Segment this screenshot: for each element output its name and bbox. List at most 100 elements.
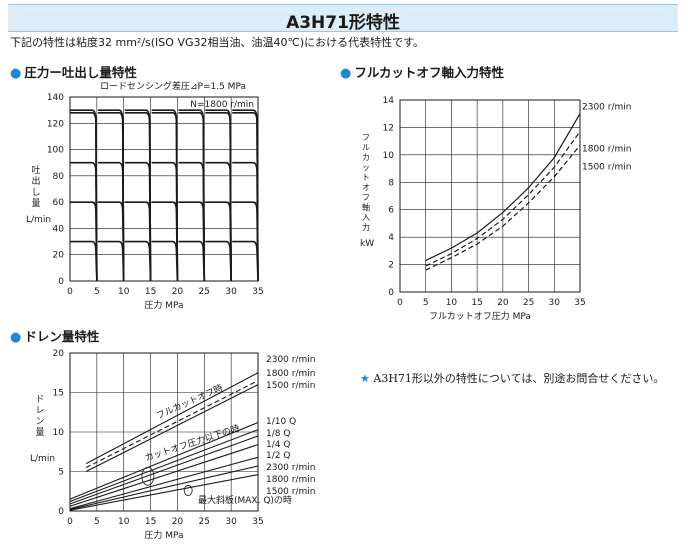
drain-series-line (85, 380, 259, 469)
drain-y-tick-label: 15 (53, 389, 64, 399)
power-y-tick-label: 8 (388, 178, 394, 188)
drain-series-line (69, 456, 259, 510)
drain-legend-label: 1500 r/min (266, 381, 315, 391)
flow-curve (232, 240, 259, 282)
power-y-label: ト (362, 173, 370, 182)
drain-x-tick-label: 20 (172, 517, 184, 527)
drain-x-tick-label: 35 (252, 517, 263, 527)
flow-x-tick-label: 20 (172, 287, 184, 297)
flow-section-title: ● 圧力ー吐出し量特性 (10, 62, 137, 81)
drain-legend-label: 1/10 Q (266, 417, 296, 427)
drain-series-line (69, 474, 259, 511)
drain-legend-label: 1/8 Q (266, 429, 290, 439)
flow-y-label: し (31, 187, 40, 198)
power-y-label: 力 (362, 222, 370, 232)
drain-legend-label: 1800 r/min (266, 475, 315, 485)
flow-curve (70, 109, 98, 282)
power-legend-label: 2300 r/min (582, 103, 631, 113)
flow-curve (232, 161, 259, 282)
flow-curve (151, 109, 179, 282)
power-x-label: フルカットオフ圧力 MPa (429, 310, 531, 322)
flow-curve (151, 240, 179, 282)
flow-curve (232, 201, 259, 282)
flow-curve (205, 109, 232, 282)
drain-y-tick-label: 10 (53, 428, 65, 438)
flow-y-tick-label: 0 (58, 277, 64, 287)
flow-y-label: 量 (31, 198, 40, 209)
flow-curve (97, 161, 125, 282)
side-note: ★ A3H71形以外の特性については、別途お問合せください。 (360, 370, 664, 386)
drain-y-label: ン (35, 417, 44, 427)
flow-x-tick-label: 5 (94, 287, 100, 297)
flow-curve (70, 201, 98, 282)
flow-curve (205, 201, 232, 282)
drain-y-tick-label: 5 (58, 468, 64, 478)
flow-y-tick-label: 100 (47, 146, 64, 156)
drain-y-label: 量 (35, 427, 44, 438)
drain-group-marker (183, 485, 193, 496)
star-icon: ★ (360, 372, 370, 385)
flow-section-label: 圧力ー吐出し量特性 (24, 65, 137, 80)
flow-curve (151, 111, 179, 282)
flow-y-tick-label: 40 (53, 224, 65, 234)
flow-x-label: 圧力 MPa (144, 299, 183, 311)
flow-y-label: 吐 (31, 165, 40, 176)
drain-x-label: 圧力 MPa (144, 529, 183, 541)
flow-curve (178, 240, 206, 282)
power-y-label: ル (362, 143, 370, 152)
power-x-tick-label: 20 (497, 298, 509, 308)
flow-y-tick-label: 140 (47, 93, 64, 103)
flow-curve (124, 161, 152, 282)
power-y-label: 軸 (362, 202, 370, 212)
flow-x-tick-label: 25 (199, 287, 210, 297)
flow-x-tick-label: 10 (118, 287, 130, 297)
flow-curve (151, 161, 179, 282)
drain-plot-frame (69, 352, 259, 512)
power-plot-frame (399, 99, 581, 293)
drain-x-tick-label: 15 (145, 517, 156, 527)
power-section-label: フルカットオフ軸入力特性 (354, 65, 504, 80)
drain-annotation-maxq: 最大斜板(MAX. Q)の時 (198, 494, 292, 506)
flow-curve (205, 240, 232, 282)
flow-curve (178, 111, 206, 282)
flow-curve (124, 111, 152, 282)
drain-series-line (69, 465, 259, 510)
power-x-tick-label: 30 (549, 298, 561, 308)
bullet-icon: ● (340, 66, 352, 81)
power-y-tick-label: 4 (388, 233, 394, 243)
drain-series-line (69, 422, 259, 500)
drain-x-tick-label: 5 (94, 517, 100, 527)
drain-y-unit: L/min (30, 454, 55, 464)
power-y-tick-label: 2 (388, 261, 394, 271)
drain-section-title: ● ドレン量特性 (10, 326, 99, 345)
power-y-tick-label: 12 (383, 123, 394, 133)
power-legend-label: 1500 r/min (582, 162, 631, 172)
power-x-tick-label: 15 (471, 298, 482, 308)
flow-curve (124, 109, 152, 282)
title-banner: A3H71形特性 (8, 4, 678, 33)
page-title: A3H71形特性 (286, 13, 400, 33)
drain-series-line (85, 372, 259, 465)
power-y-tick-label: 0 (388, 288, 394, 298)
flow-x-tick-label: 30 (225, 287, 237, 297)
drain-series-line (69, 435, 259, 505)
drain-series-line (85, 384, 259, 472)
power-legend-label: 1800 r/min (582, 145, 631, 155)
power-y-tick-label: 14 (383, 96, 395, 106)
flow-curve (205, 161, 232, 282)
power-y-label: カ (362, 153, 370, 162)
flow-curve (178, 201, 206, 282)
drain-annotation-fullcut: フルカットオフ時 (155, 383, 225, 422)
flow-y-tick-label: 120 (47, 119, 64, 129)
flow-curve (151, 201, 179, 282)
bullet-icon: ● (10, 66, 22, 81)
power-series-line (425, 113, 581, 261)
power-section-title: ● フルカットオフ軸入力特性 (340, 62, 504, 81)
flow-curve (178, 161, 206, 282)
flow-x-tick-label: 0 (67, 287, 73, 297)
flow-curve (97, 109, 125, 282)
flow-annotation-lsdp: ロードセンシング差圧⊿P=1.5 MPa (100, 80, 246, 92)
power-series-line (425, 131, 581, 267)
drain-x-tick-label: 10 (118, 517, 130, 527)
